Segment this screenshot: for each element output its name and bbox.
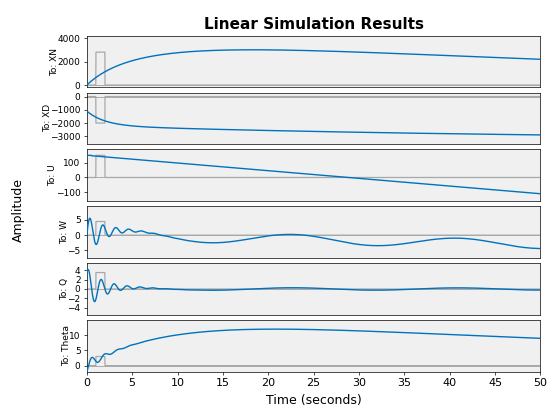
Y-axis label: To: XD: To: XD: [43, 104, 52, 132]
Y-axis label: To: XN: To: XN: [50, 47, 59, 76]
Title: Linear Simulation Results: Linear Simulation Results: [204, 17, 423, 32]
Text: Amplitude: Amplitude: [12, 178, 25, 242]
Y-axis label: To: Theta: To: Theta: [62, 326, 71, 366]
Y-axis label: To: Q: To: Q: [60, 278, 69, 300]
Y-axis label: To: W: To: W: [60, 220, 69, 244]
Y-axis label: To: U: To: U: [49, 165, 58, 186]
X-axis label: Time (seconds): Time (seconds): [266, 394, 361, 407]
